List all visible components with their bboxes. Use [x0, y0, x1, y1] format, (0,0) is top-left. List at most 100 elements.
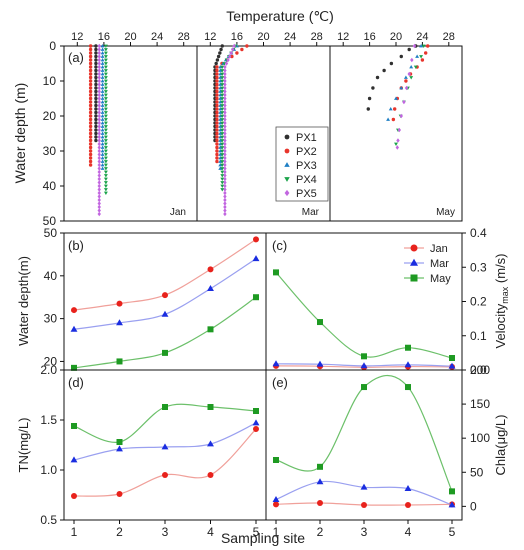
temp-point-px2 — [424, 51, 428, 55]
temp-point-px5 — [97, 110, 101, 115]
panel-d-point-jan — [116, 491, 123, 497]
panel-e-plot: 0 50 100 150 200 1 2 3 4 5 — [272, 363, 490, 539]
temp-point-px4 — [220, 100, 225, 105]
panel-d-point-mar — [161, 443, 169, 450]
temp-point-px4 — [103, 188, 108, 192]
temp-point-px5 — [223, 124, 227, 129]
temp-point-px2 — [88, 65, 93, 69]
panel-a-xtick-label: 16 — [363, 31, 375, 43]
temp-point-px3 — [100, 103, 105, 107]
panel-e-point-jan — [317, 499, 323, 506]
temp-point-px2 — [88, 145, 93, 150]
temp-point-px3 — [218, 124, 223, 128]
temp-point-px1 — [94, 100, 98, 104]
temp-point-px2 — [240, 47, 244, 52]
temp-point-px5 — [97, 57, 101, 63]
temp-point-px5 — [223, 148, 227, 154]
panel-c-point-mar — [272, 360, 280, 367]
panel-e-point-may — [449, 488, 455, 495]
temp-point-px4 — [394, 142, 398, 147]
temp-point-px5 — [223, 201, 227, 206]
temp-point-px2 — [88, 100, 93, 104]
temp-point-px5 — [223, 180, 227, 185]
temp-point-px4 — [220, 170, 225, 175]
panel-a-xtick-label: 28 — [443, 31, 455, 43]
temp-point-px1 — [94, 86, 98, 90]
temp-point-px3 — [218, 120, 223, 125]
temp-point-px3 — [218, 148, 223, 153]
temp-point-px3 — [100, 78, 105, 83]
panel-e-point-may — [317, 463, 323, 470]
temp-point-px4 — [220, 149, 225, 154]
temp-point-px4 — [103, 62, 108, 66]
temp-point-px4 — [220, 86, 225, 91]
temp-point-px4 — [103, 177, 108, 182]
temp-point-px5 — [97, 197, 101, 203]
panel-d-point-may — [71, 423, 77, 429]
temp-point-px2 — [215, 96, 219, 101]
temp-point-px1 — [94, 44, 98, 48]
temp-point-px5 — [223, 176, 227, 182]
legend-marker-may — [410, 274, 418, 282]
temp-point-px4 — [103, 125, 108, 129]
temp-point-px1 — [94, 131, 98, 136]
panel-c-point-may — [449, 355, 455, 362]
temp-point-px3 — [388, 106, 393, 111]
temp-point-px4 — [220, 163, 225, 168]
panel-c-point-mar — [404, 361, 412, 368]
temp-point-px4 — [103, 58, 108, 63]
temp-point-px5 — [223, 127, 227, 133]
temp-point-px2 — [88, 61, 93, 66]
panel-c-point-may — [361, 353, 367, 360]
temp-point-px4 — [103, 132, 108, 136]
temp-point-px4 — [220, 146, 225, 150]
temp-point-px5 — [226, 57, 230, 63]
temp-point-px4 — [103, 121, 108, 126]
temp-point-px4 — [103, 191, 108, 196]
temp-point-px1 — [94, 65, 98, 69]
panel-b: (b) Water depth(m) 20 30 40 50 — [16, 226, 267, 371]
temp-point-px2 — [88, 47, 93, 52]
temp-point-px1 — [94, 68, 98, 73]
temp-point-px3 — [218, 131, 223, 135]
temp-point-px2 — [235, 51, 239, 55]
panel-e-point-mar — [272, 495, 280, 502]
temp-point-px5 — [223, 82, 227, 87]
temp-point-px4 — [103, 135, 108, 140]
temp-point-px5 — [97, 68, 101, 73]
temp-point-px2 — [88, 82, 93, 87]
panel-b-point-jan — [71, 307, 77, 314]
temp-point-px2 — [88, 124, 93, 129]
panel-e-point-jan — [405, 502, 411, 508]
panel-b-ytick-label: 40 — [44, 269, 58, 283]
panel-c-ylabel-sub: max — [500, 286, 510, 304]
temp-point-px5 — [97, 92, 101, 98]
temp-point-px2 — [88, 128, 93, 132]
legend-marker-px1 — [284, 134, 290, 140]
temp-point-px4 — [103, 104, 108, 108]
panel-a-xtick-label: 20 — [257, 31, 269, 43]
panel-e-point-mar — [404, 485, 412, 492]
temp-point-px5 — [395, 145, 400, 150]
temp-point-px5 — [97, 54, 101, 59]
panel-d-point-jan — [207, 472, 214, 478]
temp-point-px5 — [223, 103, 227, 108]
temp-point-px2 — [88, 72, 93, 76]
temp-point-px2 — [88, 117, 93, 122]
panel-d-xtick-label: 3 — [162, 525, 169, 539]
temp-point-px2 — [215, 121, 219, 125]
temp-point-px5 — [223, 169, 227, 175]
panel-c-ylabel-main: Velocity — [493, 303, 508, 348]
panel-b-point-may — [162, 349, 168, 356]
panel-c-point-mar — [316, 360, 324, 367]
temp-point-px2 — [215, 75, 219, 80]
temp-point-px5 — [97, 148, 101, 154]
temp-point-px3 — [218, 159, 223, 163]
temp-point-px4 — [220, 135, 225, 140]
temp-point-px5 — [223, 173, 227, 178]
temp-point-px5 — [227, 54, 232, 59]
legend-marker-px4 — [284, 177, 290, 182]
panel-d-plot: 0.5 1.0 1.5 2.0 1 2 3 4 5 — [40, 363, 259, 539]
temp-point-px5 — [97, 117, 101, 122]
legend-label-px2: PX2 — [296, 146, 317, 158]
